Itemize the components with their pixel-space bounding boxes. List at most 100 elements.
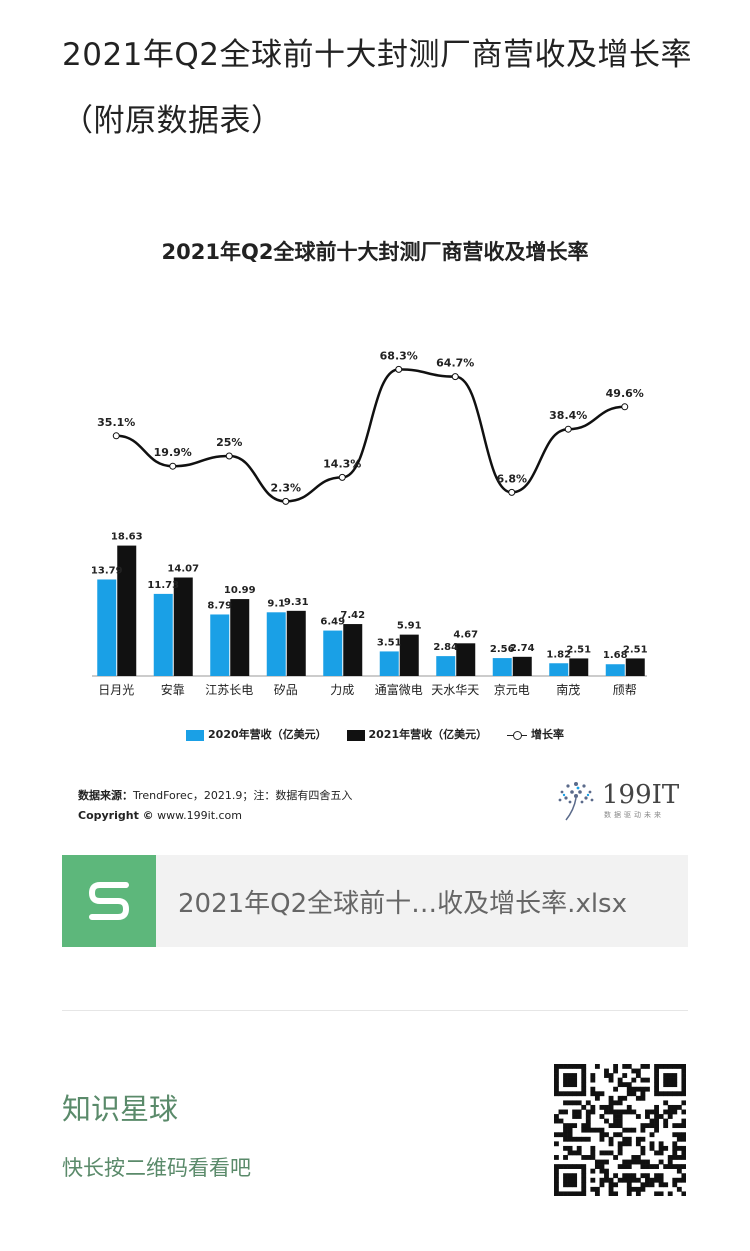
growth-label-0: 35.1% (97, 416, 135, 429)
growth-point-8 (564, 425, 572, 433)
bar-label-2021-3: 9.31 (284, 597, 309, 608)
chart-svg: 13.79 18.63 日月光 11.73 14.07 安靠 8.79 10.99 江苏长电 9.… (91, 349, 648, 697)
bar-2021-6 (456, 643, 476, 676)
growth-label-1: 19.9% (154, 446, 192, 459)
bar-label-2020-3: 9.1 (267, 598, 285, 609)
growth-point-1 (169, 462, 177, 470)
bar-2020-8 (549, 663, 569, 676)
bar-label-2020-8: 1.82 (546, 649, 571, 660)
category-label-8: 南茂 (556, 682, 580, 697)
bar-label-2020-9: 1.68 (603, 650, 628, 661)
chart-legend: 2020年营收（亿美元） 2021年营收（亿美元） 增长率 (62, 726, 688, 742)
growth-point-3 (282, 497, 290, 505)
bar-label-2020-0: 13.79 (91, 565, 123, 576)
bar-label-2020-6: 2.84 (433, 642, 458, 653)
attachment-file-name[interactable]: 2021年Q2全球前十…收及增长率.xlsx (178, 889, 627, 919)
growth-label-2: 25% (216, 436, 242, 449)
growth-point-2 (225, 452, 233, 460)
199it-logo: 199IT 数据驱动未来 (552, 774, 682, 824)
bar-label-2021-6: 4.67 (453, 629, 478, 640)
bar-2020-2 (210, 614, 230, 676)
attachment-file-card[interactable]: 2021年Q2全球前十…收及增长率.xlsx (62, 855, 688, 947)
category-label-7: 京元电 (494, 683, 530, 697)
chart-source: 数据来源：TrendForec，2021.9；注：数据有四舍五入 Copyrig… (78, 786, 352, 826)
chart-title: 2021年Q2全球前十大封测厂商营收及增长率 (161, 240, 589, 264)
legend-line-marker-icon (506, 730, 527, 741)
promo-title: 知识星球 (62, 1092, 179, 1126)
bar-label-2020-4: 6.49 (320, 617, 345, 628)
growth-label-7: 6.8% (496, 472, 527, 485)
bar-2021-7 (512, 656, 532, 676)
growth-label-9: 49.6% (606, 387, 644, 400)
bar-2020-9 (605, 664, 625, 676)
bar-label-2021-9: 2.51 (623, 644, 648, 655)
bar-label-2020-2: 8.79 (207, 600, 232, 611)
growth-label-6: 64.7% (436, 357, 474, 370)
bar-label-2020-7: 2.56 (490, 644, 515, 655)
growth-point-7 (508, 488, 516, 496)
bar-2021-4 (343, 624, 363, 676)
bar-2020-7 (492, 658, 512, 676)
spreadsheet-s-icon (62, 855, 156, 947)
legend-item-growth: 增长率 (506, 726, 564, 742)
source-label: 数据来源： (78, 789, 133, 802)
growth-label-8: 38.4% (549, 409, 587, 422)
bar-label-2021-4: 7.42 (340, 610, 365, 621)
growth-point-0 (112, 432, 120, 440)
copyright-label: Copyright © (78, 809, 154, 822)
bar-2021-5 (399, 634, 419, 676)
bar-label-2021-0: 18.63 (111, 532, 143, 543)
chart-image: 2021年Q2全球前十大封测厂商营收及增长率 13.79 18.63 日月光 11.7… (62, 226, 688, 836)
bar-label-2021-2: 10.99 (224, 585, 256, 596)
growth-point-9 (621, 403, 629, 411)
s-letter-icon (88, 882, 130, 920)
bar-label-2021-1: 14.07 (167, 564, 199, 575)
category-label-9: 颀帮 (613, 683, 637, 697)
qr-code-graphic (554, 1064, 687, 1197)
bar-2021-9 (625, 658, 645, 676)
bar-2020-0 (97, 579, 117, 676)
logo-subtext: 数据驱动未来 (604, 811, 664, 819)
legend-swatch-2021 (346, 729, 365, 741)
bar-label-2021-5: 5.91 (397, 621, 422, 632)
bar-2021-1 (173, 577, 193, 676)
copyright-text: www.199it.com (153, 809, 242, 822)
category-label-3: 矽品 (274, 682, 298, 697)
divider (62, 1010, 688, 1011)
dandelion-logo-icon (558, 782, 594, 821)
logo-text: 199IT (602, 780, 680, 810)
growth-point-6 (451, 373, 459, 381)
growth-label-3: 2.3% (270, 481, 301, 494)
bar-label-2020-5: 3.51 (377, 637, 402, 648)
bar-label-2020-1: 11.73 (147, 580, 179, 591)
category-label-2: 江苏长电 (205, 683, 253, 697)
bar-2021-0 (117, 545, 137, 676)
bar-2020-4 (323, 630, 343, 676)
bar-2020-6 (436, 656, 456, 676)
bar-2020-1 (153, 593, 173, 676)
source-text: TrendForec，2021.9；注：数据有四舍五入 (133, 789, 353, 802)
qr-code-icon[interactable] (554, 1064, 687, 1197)
category-label-5: 通富微电 (375, 682, 423, 697)
category-label-0: 日月光 (98, 683, 134, 697)
category-label-6: 天水华天 (431, 683, 479, 697)
bar-2021-2 (230, 599, 250, 676)
growth-label-4: 14.3% (323, 457, 361, 470)
category-label-4: 力成 (330, 683, 354, 697)
bar-2021-3 (286, 610, 306, 676)
bar-label-2021-7: 2.74 (510, 643, 535, 654)
bar-2021-8 (569, 658, 589, 676)
category-label-1: 安靠 (161, 682, 185, 697)
bar-2020-5 (379, 651, 399, 676)
growth-label-5: 68.3% (380, 349, 418, 362)
bar-label-2021-8: 2.51 (566, 644, 591, 655)
growth-point-5 (395, 365, 403, 373)
growth-line (116, 368, 625, 503)
legend-item-2020: 2020年营收（亿美元） (186, 726, 327, 742)
page-title: 2021年Q2全球前十大封测厂商营收及增长率（附原数据表） (62, 37, 693, 139)
legend-swatch-2020 (186, 729, 205, 741)
legend-item-2021: 2021年营收（亿美元） (346, 726, 487, 742)
promo-subtitle: 快长按二维码看看吧 (62, 1156, 251, 1180)
growth-point-4 (338, 473, 346, 481)
bar-2020-3 (266, 612, 286, 676)
